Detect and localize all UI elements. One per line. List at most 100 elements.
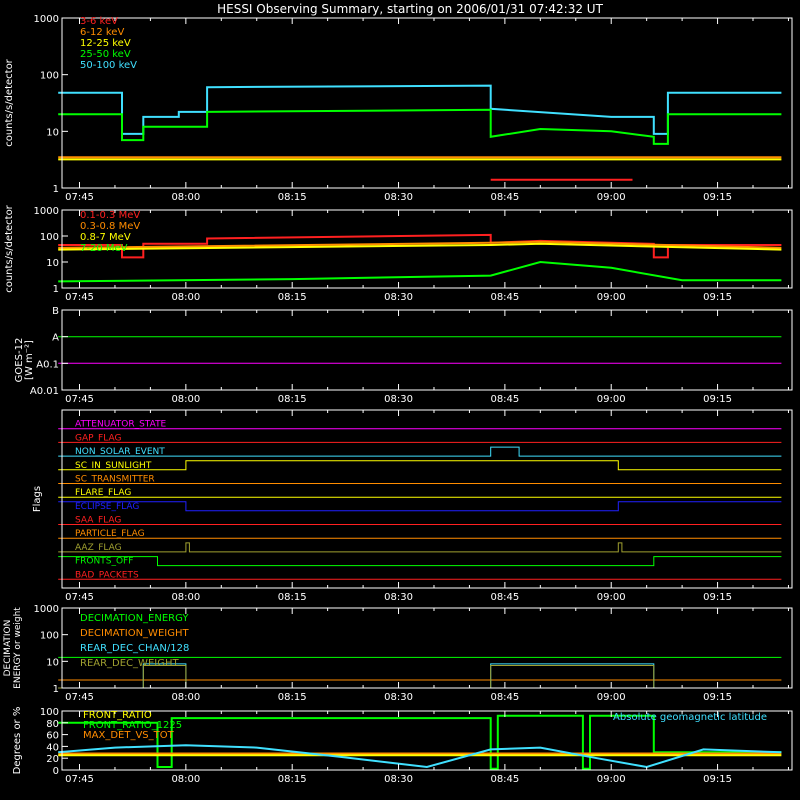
flag-label: AAZ_FLAG <box>75 543 122 553</box>
x-tick-label: 08:15 <box>278 192 307 203</box>
y-axis-label: Flags <box>32 486 43 512</box>
flag-line-fronts-off <box>58 556 782 567</box>
plot-frame <box>61 710 793 771</box>
legend-entry: 50-100 keV <box>80 60 137 71</box>
flag-line-non-solar-event <box>58 446 782 457</box>
annotation-text: Absolute geomagnetic latitude <box>613 712 767 723</box>
x-tick-label: 08:00 <box>171 292 200 303</box>
y-tick-label: 10 <box>46 657 59 668</box>
y-axis-label: DECIMATION <box>3 620 13 677</box>
x-tick-label: 08:00 <box>171 592 200 603</box>
legend-entry: 12-25 keV <box>80 38 131 49</box>
legend-entry: FRONT_RATIO_1225 <box>83 720 182 731</box>
panel-6: 07:45 08:00 08:15 08:30 08:45 09:00 09:15 02040… <box>12 707 793 785</box>
plot-frame <box>61 17 793 189</box>
x-tick-label: 08:15 <box>278 774 307 785</box>
x-tick-label: 08:00 <box>171 692 200 703</box>
y-axis-label: ENERGY or weight <box>13 607 23 689</box>
x-tick-label: 08:30 <box>384 592 413 603</box>
y-tick-label: B <box>52 306 59 317</box>
flag-label: SC_IN_SUNLIGHT <box>75 461 152 471</box>
x-tick-label: 08:15 <box>278 292 307 303</box>
legend-entry: DECIMATION_ENERGY <box>80 613 189 624</box>
x-tick-label: 09:00 <box>597 394 626 405</box>
chart-title: HESSI Observing Summary, starting on 200… <box>217 2 603 16</box>
y-tick-label: 1 <box>53 284 59 295</box>
y-axis-label: counts/s/detector <box>4 204 15 292</box>
panels: 07:45 08:00 08:15 08:30 08:45 09:00 09:1511010… <box>3 14 793 785</box>
x-tick-label: 09:00 <box>597 592 626 603</box>
y-axis-unit: [W m⁻²] <box>24 340 35 380</box>
flag-line-sc-in-sunlight <box>58 460 782 471</box>
x-tick-label: 09:15 <box>703 774 732 785</box>
y-tick-label: 100 <box>40 707 59 718</box>
x-tick-label: 08:30 <box>384 192 413 203</box>
flag-label: SAA_FLAG <box>75 516 121 526</box>
series-line <box>58 84 782 135</box>
panel-1: 07:45 08:00 08:15 08:30 08:45 09:00 09:15 1 10 10… <box>4 14 793 203</box>
x-tick-label: 08:45 <box>490 292 519 303</box>
plot-frame <box>61 209 793 289</box>
legend-entry: MAX_DET_VS_TOT <box>83 730 175 741</box>
y-tick-label: 1 <box>53 684 59 695</box>
flag-label: SC_TRANSMITTER <box>75 474 155 484</box>
y-axis-label: counts/s/detector <box>4 58 15 146</box>
series-line <box>58 242 782 251</box>
flag-label: GAP_FLAG <box>75 433 121 443</box>
flag-label: PARTICLE_FLAG <box>75 529 145 539</box>
legend-entry: DECIMATION_WEIGHT <box>80 628 189 639</box>
x-tick-label: 09:00 <box>597 292 626 303</box>
x-tick-label: 08:15 <box>278 394 307 405</box>
panel-5: 07:45 08:00 08:15 08:30 08:45 09:00 09:15 1 10 10… <box>3 604 793 703</box>
legend-entry: REAR_DEC_CHAN/128 <box>80 643 189 654</box>
x-tick-label: 08:45 <box>490 692 519 703</box>
legend-entry: 6-12 keV <box>80 27 124 38</box>
x-tick-label: 08:15 <box>278 592 307 603</box>
y-axis-label: Degrees or % <box>12 707 23 775</box>
series-line <box>58 714 782 770</box>
panel-3: 07:45 08:00 08:15 08:30 08:45 09:00 09:15 B A A0.… <box>14 306 793 405</box>
y-tick-label: 1000 <box>34 604 59 615</box>
series-line <box>58 260 782 283</box>
y-tick-label: A0.1 <box>36 359 59 370</box>
x-tick-label: 08:45 <box>490 592 519 603</box>
legend-entry: 7-20 MeV <box>80 243 128 254</box>
x-tick-label: 07:45 <box>65 592 94 603</box>
y-tick-label: 100 <box>40 631 59 642</box>
x-tick-label: 08:15 <box>278 692 307 703</box>
flag-label: ECLIPSE_FLAG <box>75 502 139 512</box>
y-axis-label: GOES-12 <box>14 338 25 383</box>
flag-line-eclipse-flag <box>58 501 782 512</box>
plot-frame <box>61 607 793 689</box>
y-tick-label: 1 <box>53 184 59 195</box>
x-tick-label: 07:45 <box>65 192 94 203</box>
plot-frame <box>61 409 793 589</box>
y-tick-label: 1000 <box>34 206 59 217</box>
legend-entry: 0.1-0.3 MeV <box>80 210 140 221</box>
series-line <box>58 108 782 145</box>
legend-entry: 3-6 keV <box>80 16 118 27</box>
series-line <box>58 233 782 259</box>
y-tick-label: A0.01 <box>30 386 59 397</box>
y-tick-label: 20 <box>46 754 59 765</box>
x-tick-label: 09:15 <box>703 192 732 203</box>
x-tick-label: 08:00 <box>171 774 200 785</box>
x-tick-label: 09:00 <box>597 192 626 203</box>
flag-label: FLARE_FLAG <box>75 488 131 498</box>
x-tick-label: 09:15 <box>703 292 732 303</box>
x-tick-label: 07:45 <box>65 394 94 405</box>
x-tick-label: 08:30 <box>384 692 413 703</box>
x-tick-label: 09:15 <box>703 394 732 405</box>
x-tick-label: 07:45 <box>65 292 94 303</box>
y-tick-label: A <box>52 333 59 344</box>
legend-entry: 0.8-7 MeV <box>80 232 131 243</box>
y-tick-label: 100 <box>40 232 59 243</box>
series-line <box>58 240 782 249</box>
plot-frame <box>61 309 793 391</box>
legend-entry: 0.3-0.8 MeV <box>80 221 140 232</box>
x-tick-label: 08:30 <box>384 774 413 785</box>
x-tick-label: 07:45 <box>65 774 94 785</box>
flag-label: BAD_PACKETS <box>75 570 139 580</box>
x-tick-label: 09:15 <box>703 692 732 703</box>
x-tick-label: 09:00 <box>597 774 626 785</box>
